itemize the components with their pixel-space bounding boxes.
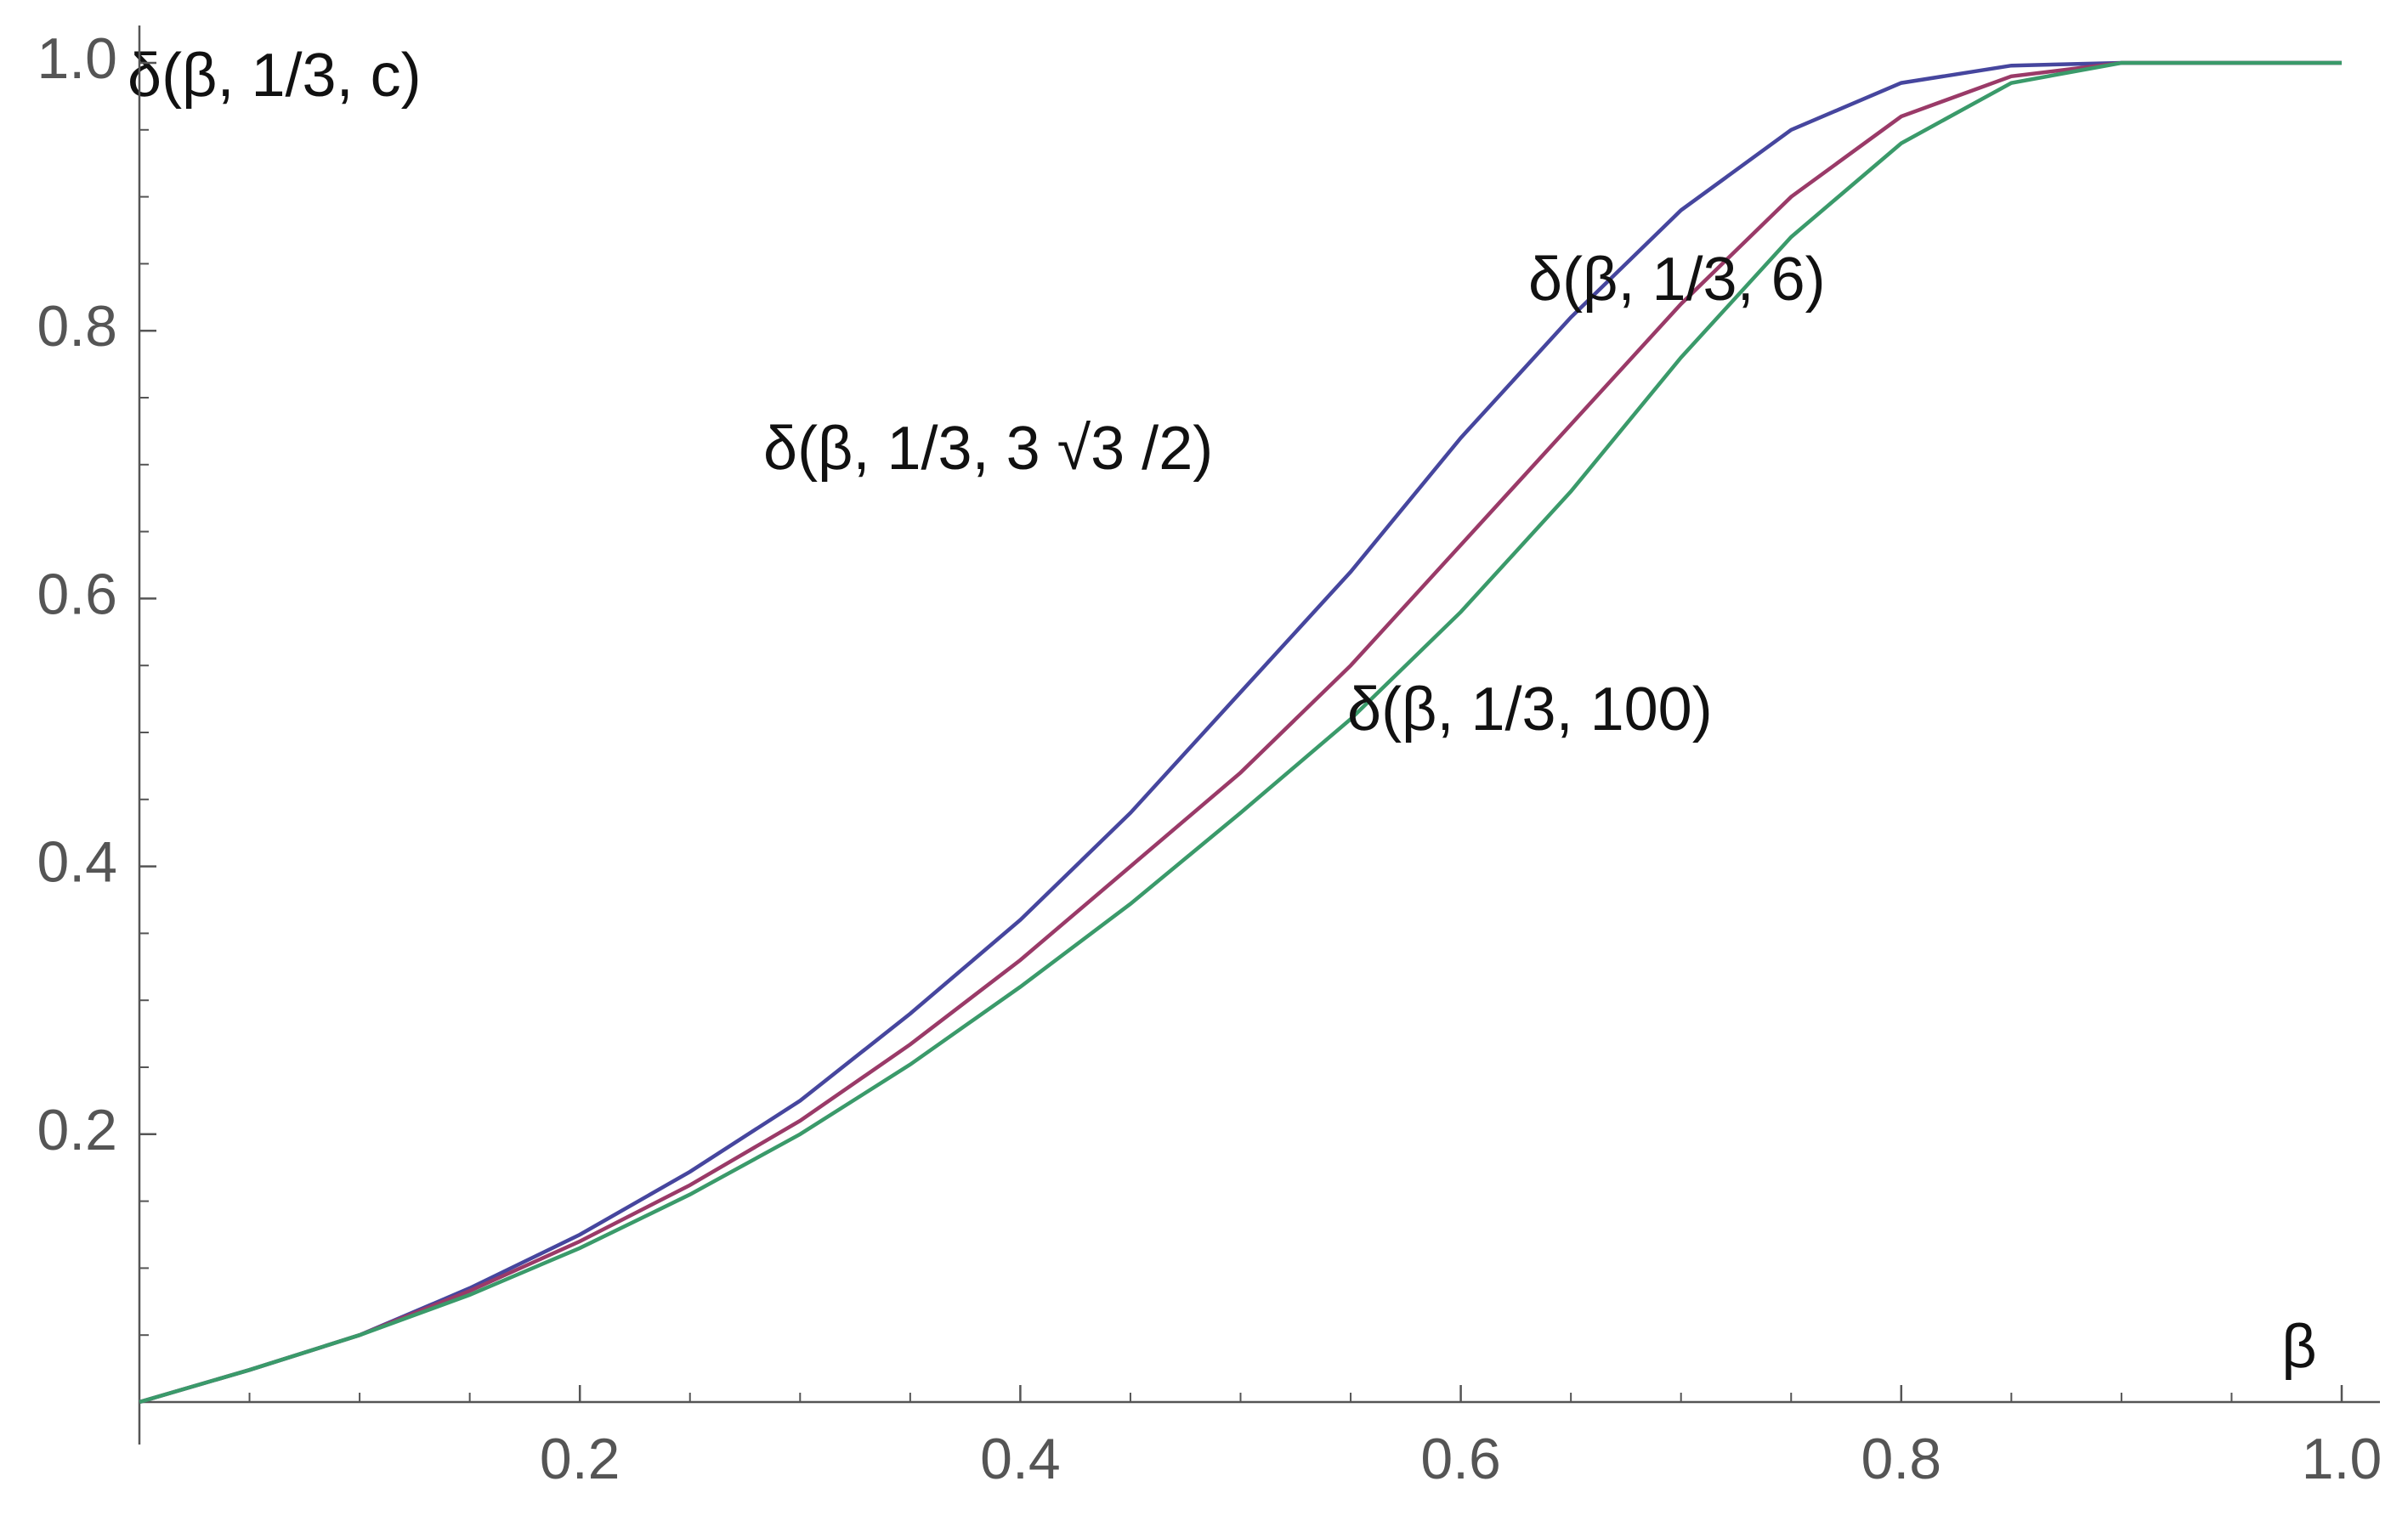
x-tick-label: 0.4: [980, 1427, 1061, 1491]
series-line: [139, 60, 2342, 1405]
series-line: [139, 60, 2342, 1405]
y-tick-label: 1.0: [37, 26, 117, 91]
x-tick-label: 1.0: [2302, 1427, 2383, 1491]
y-tick-label: 0.4: [37, 830, 117, 895]
x-tick-label: 0.2: [540, 1427, 620, 1491]
y-tick-label: 0.2: [37, 1098, 117, 1162]
series-label: δ(β, 1/3, 100): [1347, 676, 1713, 744]
x-tick-label: 0.6: [1420, 1427, 1501, 1491]
x-tick-label: 0.8: [1861, 1427, 1942, 1491]
series-line: [139, 60, 2342, 1405]
x-axis-label: β: [2281, 1313, 2316, 1381]
y-tick-label: 0.6: [37, 562, 117, 626]
series-label: δ(β, 1/3, 6): [1528, 246, 1826, 314]
y-axis-label: δ(β, 1/3, c): [127, 42, 422, 110]
series-label: δ(β, 1/3, 3 √3 /2): [763, 415, 1213, 483]
y-tick-label: 0.8: [37, 294, 117, 359]
